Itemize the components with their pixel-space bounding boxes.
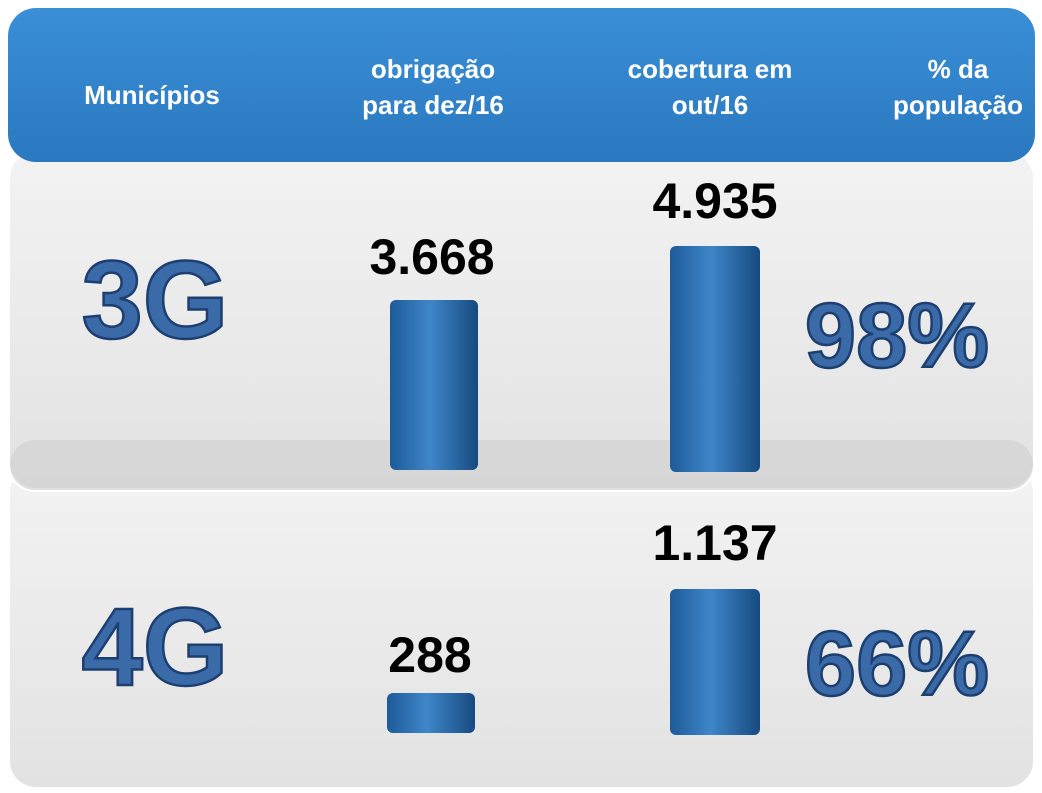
value: 4.935	[652, 173, 777, 229]
header-cell: obrigação para dez/16	[362, 54, 504, 120]
header-line: cobertura em	[628, 54, 793, 84]
value: 1.137	[652, 515, 777, 571]
population: 98%	[805, 285, 989, 387]
population: 66%	[805, 613, 989, 715]
cylinder	[390, 300, 478, 470]
cylinder	[670, 246, 760, 472]
header-cell: Municípios	[84, 80, 220, 110]
value: 288	[388, 627, 471, 683]
cylinder	[387, 693, 475, 733]
header-line: obrigação	[371, 54, 495, 84]
header-line: para dez/16	[362, 90, 504, 120]
row-label: 4G	[82, 586, 229, 709]
row-label: 3G	[82, 239, 229, 362]
header-line: população	[893, 90, 1023, 120]
cylinder	[670, 589, 760, 735]
header-line: out/16	[672, 90, 749, 120]
header-line: Municípios	[84, 80, 220, 110]
header-band	[8, 8, 1035, 162]
header-cell: % da população	[893, 54, 1023, 120]
header-cell: cobertura em out/16	[628, 54, 793, 120]
header-line: % da	[928, 54, 989, 84]
value: 3.668	[369, 229, 494, 285]
panel-shadow	[10, 440, 1033, 490]
